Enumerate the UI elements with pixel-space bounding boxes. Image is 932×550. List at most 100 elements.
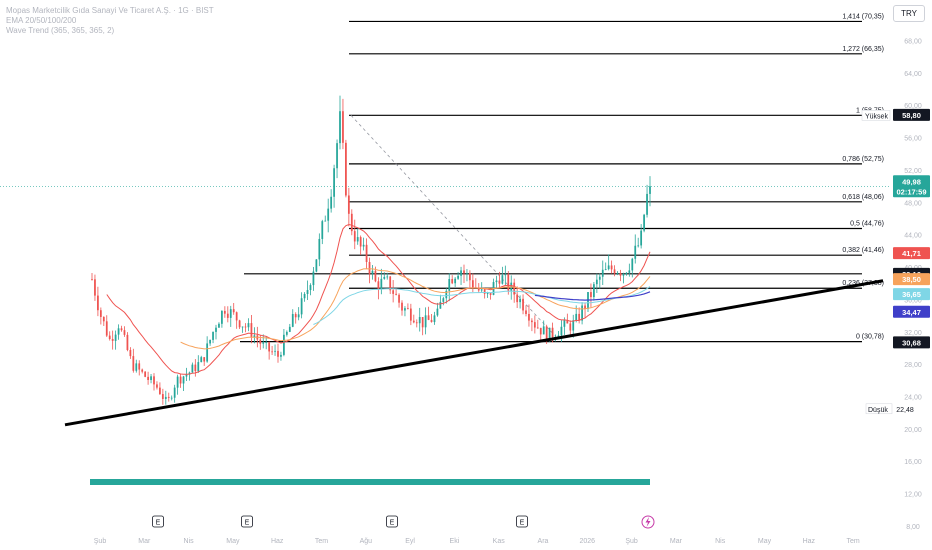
- candle-body: [590, 292, 592, 298]
- candle: [643, 213, 645, 233]
- x-tick-label: Şub: [94, 538, 107, 545]
- candle: [649, 176, 651, 207]
- candle: [250, 314, 253, 344]
- candle: [631, 257, 634, 278]
- candle-body: [439, 301, 442, 309]
- x-tick-label: Mar: [138, 538, 151, 545]
- candle-body: [321, 221, 324, 239]
- candle-body: [525, 310, 527, 314]
- candle-body: [368, 261, 371, 274]
- fib-retracement-diagonal: [350, 115, 556, 337]
- fib-level-label: 0,786 (52,75): [842, 156, 884, 163]
- candle: [628, 263, 631, 277]
- x-tick-label: Kas: [493, 538, 506, 545]
- candle-body: [138, 363, 141, 370]
- candle-body: [99, 310, 102, 317]
- candle-body: [221, 310, 223, 324]
- candle: [244, 323, 247, 333]
- candle: [386, 272, 389, 280]
- candle: [215, 324, 217, 340]
- high-marker-label: Yüksek: [865, 113, 888, 120]
- candle: [593, 281, 595, 301]
- candle-body: [569, 323, 572, 331]
- candle: [584, 302, 586, 319]
- candle-body: [392, 290, 395, 294]
- currency-button[interactable]: TRY: [893, 5, 925, 22]
- candle-body: [469, 272, 471, 281]
- candle: [451, 275, 454, 285]
- candle: [640, 224, 643, 249]
- candle: [637, 237, 640, 248]
- candle: [522, 294, 524, 315]
- candle-body: [495, 280, 498, 283]
- candle: [117, 324, 120, 340]
- candle: [297, 307, 300, 321]
- candle: [280, 351, 282, 361]
- candle: [427, 306, 430, 321]
- price-tag-label: 02:17:59: [896, 187, 926, 196]
- price-tag-label: 30,68: [902, 338, 921, 347]
- candle-body: [598, 276, 601, 280]
- chart-legend: Mopas Marketcilik Gıda Sanayi Ve Ticaret…: [6, 6, 214, 36]
- price-tag: 34,47: [893, 305, 930, 318]
- candle: [504, 265, 507, 286]
- candle: [203, 357, 206, 366]
- candle-body: [111, 338, 114, 341]
- candle: [159, 382, 161, 395]
- candle-body: [545, 326, 548, 342]
- ema-indicator-label[interactable]: EMA 20/50/100/200: [6, 16, 77, 25]
- candle: [167, 392, 170, 402]
- price-tag: 49,98: [893, 175, 930, 188]
- candle-body: [412, 320, 415, 323]
- y-tick-label: 32,00: [904, 330, 922, 337]
- candle: [625, 272, 628, 276]
- candle: [380, 268, 383, 295]
- candle-body: [522, 298, 524, 311]
- candle: [108, 331, 111, 341]
- fib-level-label: 0 (30,78): [856, 334, 884, 341]
- candle: [498, 271, 501, 289]
- fib-level-label: 1,272 (66,35): [842, 46, 884, 53]
- candle-body: [595, 279, 598, 285]
- candle-body: [288, 326, 291, 332]
- wave-trend-indicator-label[interactable]: Wave Trend (365, 365, 365, 2): [6, 26, 115, 35]
- candle: [274, 344, 276, 356]
- candle-body: [350, 213, 353, 232]
- candle: [439, 294, 442, 309]
- candle-body: [156, 384, 158, 388]
- candle: [646, 184, 648, 218]
- candle-body: [631, 258, 634, 271]
- candle: [578, 307, 581, 324]
- candle-body: [345, 142, 347, 196]
- candle-body: [315, 259, 318, 272]
- candle: [277, 343, 279, 363]
- candle: [194, 359, 197, 377]
- price-tag-label: 41,71: [902, 249, 921, 258]
- x-tick-label: Eki: [450, 538, 460, 545]
- candle-body: [407, 308, 409, 309]
- candle-body: [433, 315, 436, 323]
- candle-body: [318, 238, 321, 260]
- candle-body: [291, 314, 294, 327]
- candle-body: [114, 334, 117, 341]
- candle: [371, 264, 374, 280]
- candle: [291, 309, 294, 328]
- candle: [542, 320, 545, 335]
- candle: [97, 286, 99, 317]
- candle: [339, 95, 341, 150]
- candle-body: [253, 335, 256, 338]
- candle: [330, 189, 333, 213]
- candle: [271, 345, 273, 355]
- candle-body: [176, 376, 179, 388]
- candle-body: [581, 305, 583, 321]
- candle: [466, 269, 468, 282]
- candle-body: [173, 387, 176, 398]
- candle-body: [395, 293, 397, 295]
- ema20-line: [106, 223, 651, 375]
- x-tick-label: Nis: [184, 538, 195, 545]
- candle-body: [342, 111, 344, 143]
- candle-body: [191, 364, 194, 373]
- ema100-line: [313, 286, 651, 325]
- candle: [353, 219, 356, 250]
